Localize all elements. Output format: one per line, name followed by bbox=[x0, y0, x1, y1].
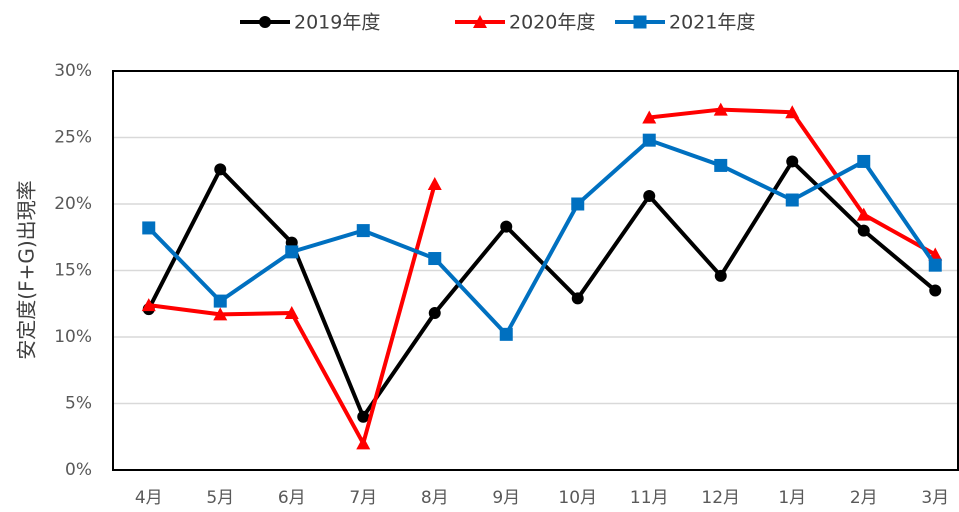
y-tick-label: 0% bbox=[65, 460, 92, 480]
marker bbox=[928, 258, 942, 272]
series-line bbox=[148, 107, 937, 446]
legend-marker bbox=[473, 15, 487, 28]
marker bbox=[714, 269, 727, 282]
x-tick-label: 1月 bbox=[778, 488, 806, 508]
marker bbox=[785, 105, 800, 119]
marker bbox=[571, 197, 585, 211]
x-tick-label: 6月 bbox=[278, 488, 306, 508]
x-tick-label: 4月 bbox=[135, 488, 163, 508]
y-tick-label: 10% bbox=[54, 327, 92, 347]
marker bbox=[213, 294, 227, 308]
marker bbox=[141, 298, 156, 312]
marker bbox=[214, 163, 227, 176]
legend-label: 2020年度 bbox=[509, 12, 595, 34]
marker bbox=[284, 306, 299, 320]
y-tick-label: 20% bbox=[54, 194, 92, 214]
marker bbox=[571, 292, 584, 305]
marker bbox=[356, 224, 370, 238]
marker bbox=[786, 155, 799, 168]
x-tick-label: 8月 bbox=[421, 488, 449, 508]
legend-label: 2021年度 bbox=[669, 12, 755, 34]
marker bbox=[642, 133, 656, 147]
legend-item: 2019年度 bbox=[240, 12, 380, 34]
legend-marker bbox=[259, 16, 271, 28]
x-tick-label: 10月 bbox=[558, 488, 597, 508]
y-tick-label: 25% bbox=[54, 128, 92, 148]
y-tick-label: 5% bbox=[65, 394, 92, 414]
y-tick-label: 30% bbox=[54, 61, 92, 81]
x-tick-label: 2月 bbox=[850, 488, 878, 508]
marker bbox=[929, 284, 942, 297]
y-axis-label: 安定度(F+G)出現率 bbox=[15, 180, 39, 359]
x-tick-label: 9月 bbox=[492, 488, 520, 508]
marker bbox=[857, 154, 871, 168]
marker bbox=[714, 158, 728, 172]
marker bbox=[500, 220, 513, 233]
legend-marker bbox=[633, 15, 647, 29]
marker bbox=[428, 307, 441, 320]
marker bbox=[428, 252, 442, 266]
marker bbox=[499, 327, 513, 341]
plot-frame bbox=[112, 70, 959, 471]
marker bbox=[713, 102, 728, 116]
legend-item: 2020年度 bbox=[455, 12, 595, 34]
marker bbox=[427, 177, 442, 191]
x-tick-label: 7月 bbox=[349, 488, 377, 508]
x-tick-label: 3月 bbox=[921, 488, 949, 508]
series-line bbox=[146, 159, 937, 419]
marker bbox=[642, 110, 657, 124]
marker bbox=[142, 221, 156, 235]
y-tick-label: 15% bbox=[54, 261, 92, 281]
marker bbox=[643, 190, 656, 203]
marker bbox=[356, 436, 371, 450]
legend-item: 2021年度 bbox=[615, 12, 755, 34]
marker bbox=[285, 245, 299, 259]
marker bbox=[856, 207, 871, 221]
marker bbox=[857, 224, 870, 237]
marker bbox=[213, 307, 228, 321]
x-tick-label: 12月 bbox=[701, 488, 740, 508]
marker bbox=[785, 193, 799, 207]
x-tick-label: 11月 bbox=[630, 488, 669, 508]
marker bbox=[357, 410, 370, 423]
x-tick-label: 5月 bbox=[206, 488, 234, 508]
series-line bbox=[147, 138, 937, 337]
legend-label: 2019年度 bbox=[294, 12, 380, 34]
